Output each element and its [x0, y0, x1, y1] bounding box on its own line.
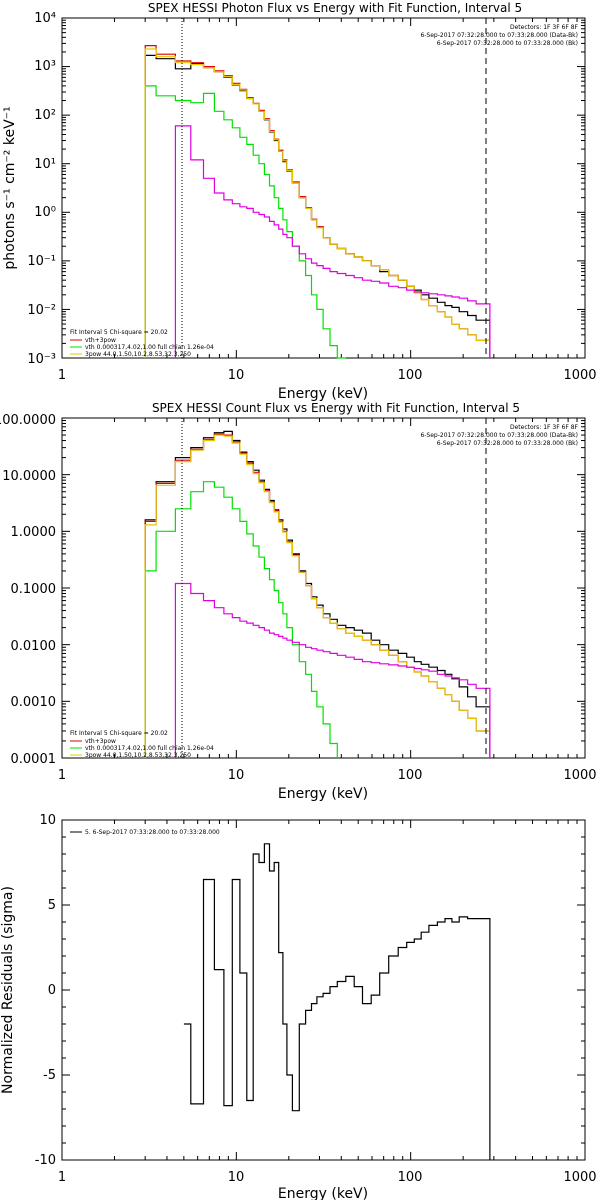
- residuals-ytick: -5: [43, 1068, 56, 1083]
- photon-series-group: [144, 45, 491, 359]
- photon-flux-panel: SPEX HESSI Photon Flux vs Energy with Fi…: [2, 1, 597, 402]
- count-xtick-1000: 1000: [563, 768, 596, 783]
- photon-legend-3pow: 3pow 44.0,1.50,10.2,8.53,32.3,250: [85, 351, 191, 358]
- residuals-xtick-10: 10: [228, 1170, 245, 1185]
- residuals-y-axis-label: Normalized Residuals (sigma): [0, 886, 16, 1094]
- count-ytick: 100.0000: [0, 413, 56, 428]
- count-ytick: 0.0100: [11, 639, 57, 654]
- count-legend-header: Fit Interval 5 Chi-square = 20.02: [70, 730, 168, 737]
- count-ytick: 0.1000: [11, 582, 57, 597]
- count-legend-vth: vth 0.000317,4.02,1.00 full chian 1.26e-…: [85, 745, 214, 752]
- residuals-series-residuals: [183, 843, 491, 1160]
- photon-detectors-label: Detectors: 1F 3F 6F 8F: [510, 24, 579, 31]
- photon-legend-vth: vth 0.000317,4.02,1.00 full chian 1.26e-…: [85, 344, 214, 351]
- residuals-plot-frame: [61, 819, 586, 1161]
- count-chart-title: SPEX HESSI Count Flux vs Energy with Fit…: [152, 401, 520, 415]
- count-series-vth-3pow: [144, 433, 491, 758]
- residuals-ytick: -10: [35, 1153, 56, 1168]
- photon-data-interval-label: 6-Sep-2017 07:32:28.000 to 07:33:28.000 …: [420, 32, 578, 39]
- photon-y-axis-label: photons s⁻¹ cm⁻² keV⁻¹: [2, 106, 18, 269]
- count-series-bk: [174, 582, 491, 758]
- photon-legend: Fit Interval 5 Chi-square = 20.02 vth+3p…: [70, 329, 214, 358]
- photon-series-data-bk: [144, 54, 491, 358]
- photon-xtick-10: 10: [228, 368, 245, 383]
- count-ytick: 1.0000: [11, 525, 57, 540]
- count-ytick: 0.0010: [11, 695, 57, 710]
- count-series-data-bk: [144, 430, 491, 758]
- residuals-series-group: [183, 843, 491, 1160]
- photon-ytick: 10²: [34, 108, 56, 123]
- count-ytick: 0.0001: [11, 752, 57, 767]
- count-flux-panel: SPEX HESSI Count Flux vs Energy with Fit…: [0, 401, 597, 802]
- count-detectors-label: Detectors: 1F 3F 6F 8F: [510, 424, 579, 431]
- count-xtick-100: 100: [398, 768, 423, 783]
- count-bk-interval-label: 6-Sep-2017 07:32:28.000 to 07:33:28.000 …: [437, 440, 578, 447]
- photon-chart-title: SPEX HESSI Photon Flux vs Energy with Fi…: [148, 1, 522, 15]
- photon-series-vth: [144, 85, 346, 359]
- count-legend-3pow: 3pow 44.0,1.50,10.2,8.53,32.3,250: [85, 752, 191, 759]
- photon-legend-header: Fit Interval 5 Chi-square = 20.02: [70, 329, 168, 336]
- residuals-ytick: 0: [48, 983, 56, 998]
- count-ytick: 10.0000: [2, 469, 56, 484]
- count-legend-total: vth+3pow: [85, 738, 116, 745]
- photon-ytick: 10⁻¹: [27, 254, 56, 269]
- count-series-group: [144, 430, 491, 758]
- residuals-ytick: 10: [39, 813, 56, 828]
- photon-series-3pow: [144, 48, 491, 358]
- photon-ytick: 10⁻²: [27, 303, 56, 318]
- photon-xtick-1: 1: [58, 368, 66, 383]
- photon-bk-interval-label: 6-Sep-2017 07:32:28.000 to 07:33:28.000 …: [437, 40, 578, 47]
- photon-ytick: 10³: [34, 59, 56, 74]
- photon-ytick: 10⁴: [34, 11, 56, 26]
- residuals-legend: 5. 6-Sep-2017 07:33:28.000 to 07:33:28.0…: [85, 829, 220, 836]
- count-series-3pow: [144, 434, 491, 758]
- count-xtick-10: 10: [228, 768, 245, 783]
- count-legend: Fit Interval 5 Chi-square = 20.02 vth+3p…: [70, 730, 214, 759]
- photon-x-axis-label: Energy (keV): [278, 386, 368, 402]
- count-series-vth: [144, 481, 338, 758]
- count-x-axis-label: Energy (keV): [278, 786, 368, 802]
- residuals-x-axis-label: Energy (keV): [278, 1186, 368, 1200]
- photon-ytick: 10¹: [34, 157, 56, 172]
- residuals-axis-ticks: [61, 819, 585, 1161]
- photon-legend-total: vth+3pow: [85, 337, 116, 344]
- photon-xtick-1000: 1000: [563, 368, 596, 383]
- residuals-xtick-1000: 1000: [563, 1170, 596, 1185]
- residuals-ytick: 5: [48, 898, 56, 913]
- residuals-panel: 1 10 100 1000 Energy (keV) Normalized Re…: [0, 813, 597, 1200]
- photon-ytick: 10⁰: [34, 205, 56, 220]
- residuals-xtick-100: 100: [398, 1170, 423, 1185]
- photon-axis-ticks: [61, 18, 585, 359]
- count-xtick-1: 1: [58, 768, 66, 783]
- count-axis-ticks: [61, 418, 585, 759]
- photon-series-bk: [174, 125, 491, 358]
- photon-ytick: 10⁻³: [27, 352, 56, 367]
- residuals-xtick-1: 1: [58, 1170, 66, 1185]
- count-data-interval-label: 6-Sep-2017 07:32:28.000 to 07:33:28.000 …: [420, 432, 578, 439]
- photon-plot-frame: [61, 17, 586, 359]
- photon-xtick-100: 100: [398, 368, 423, 383]
